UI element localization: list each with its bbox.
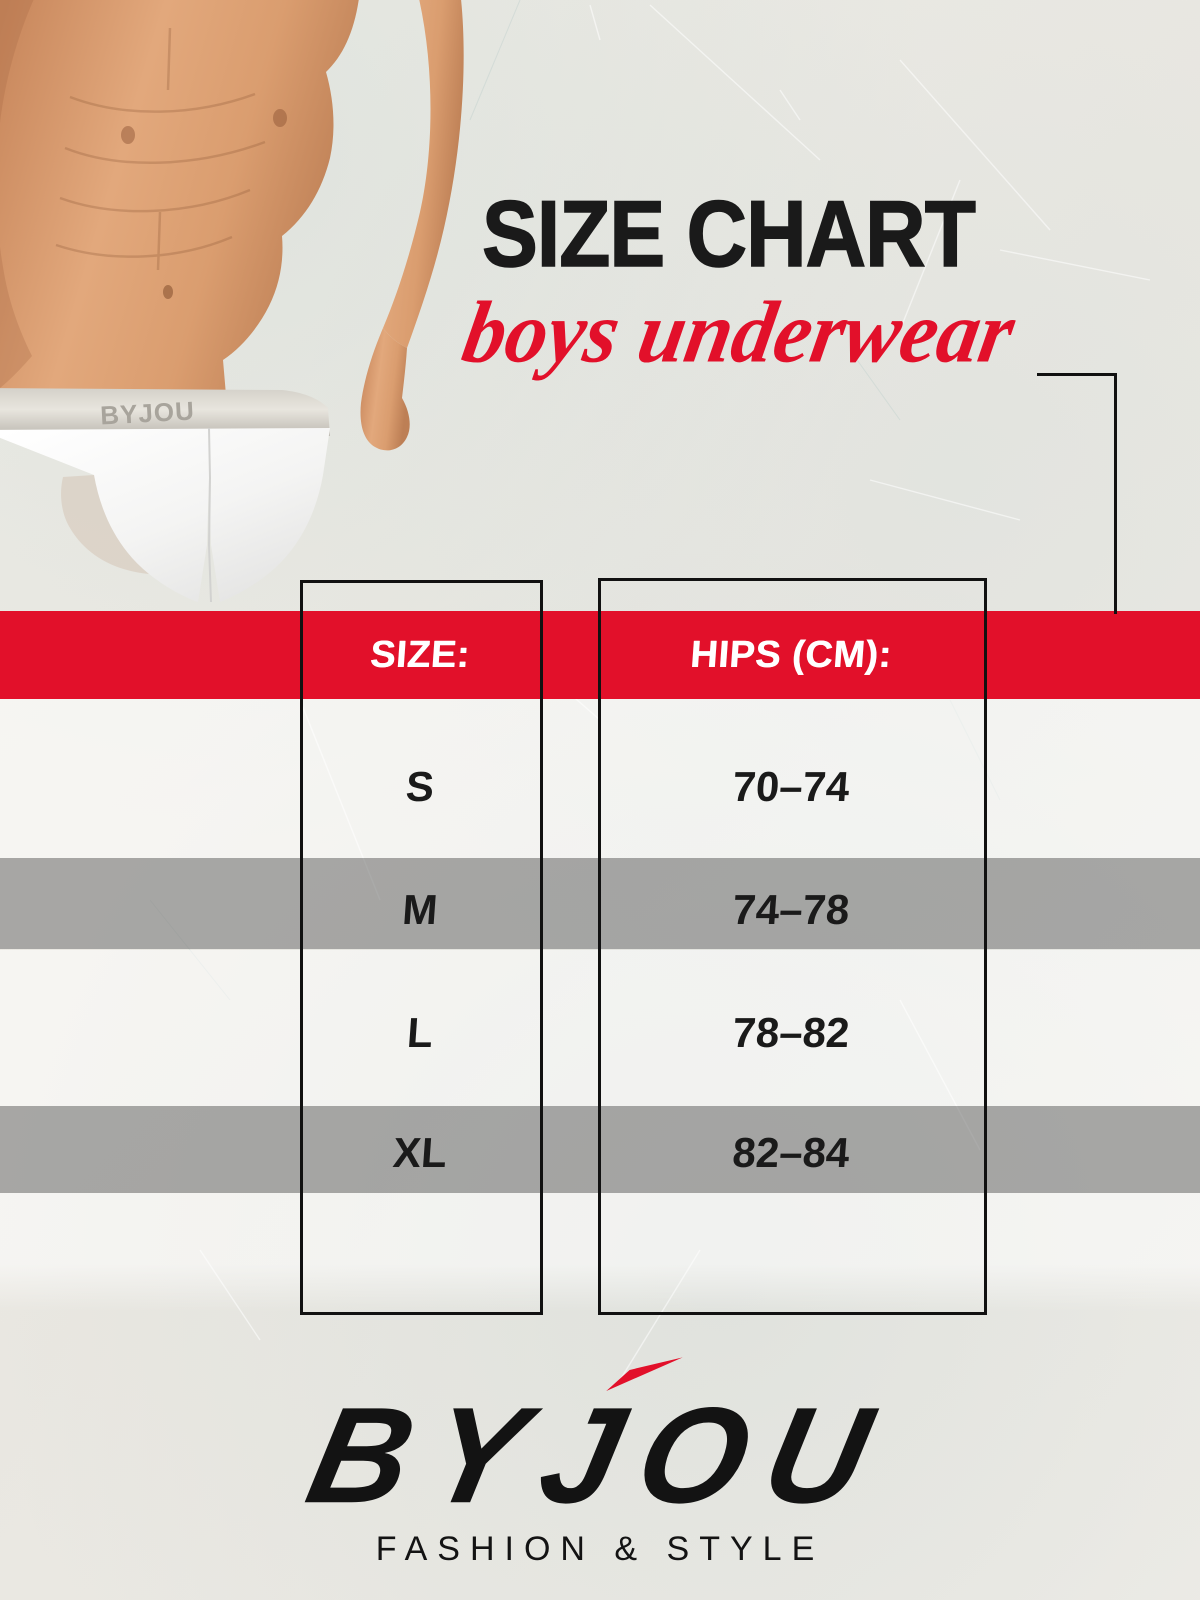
- svg-text:BYJOU: BYJOU: [100, 396, 196, 431]
